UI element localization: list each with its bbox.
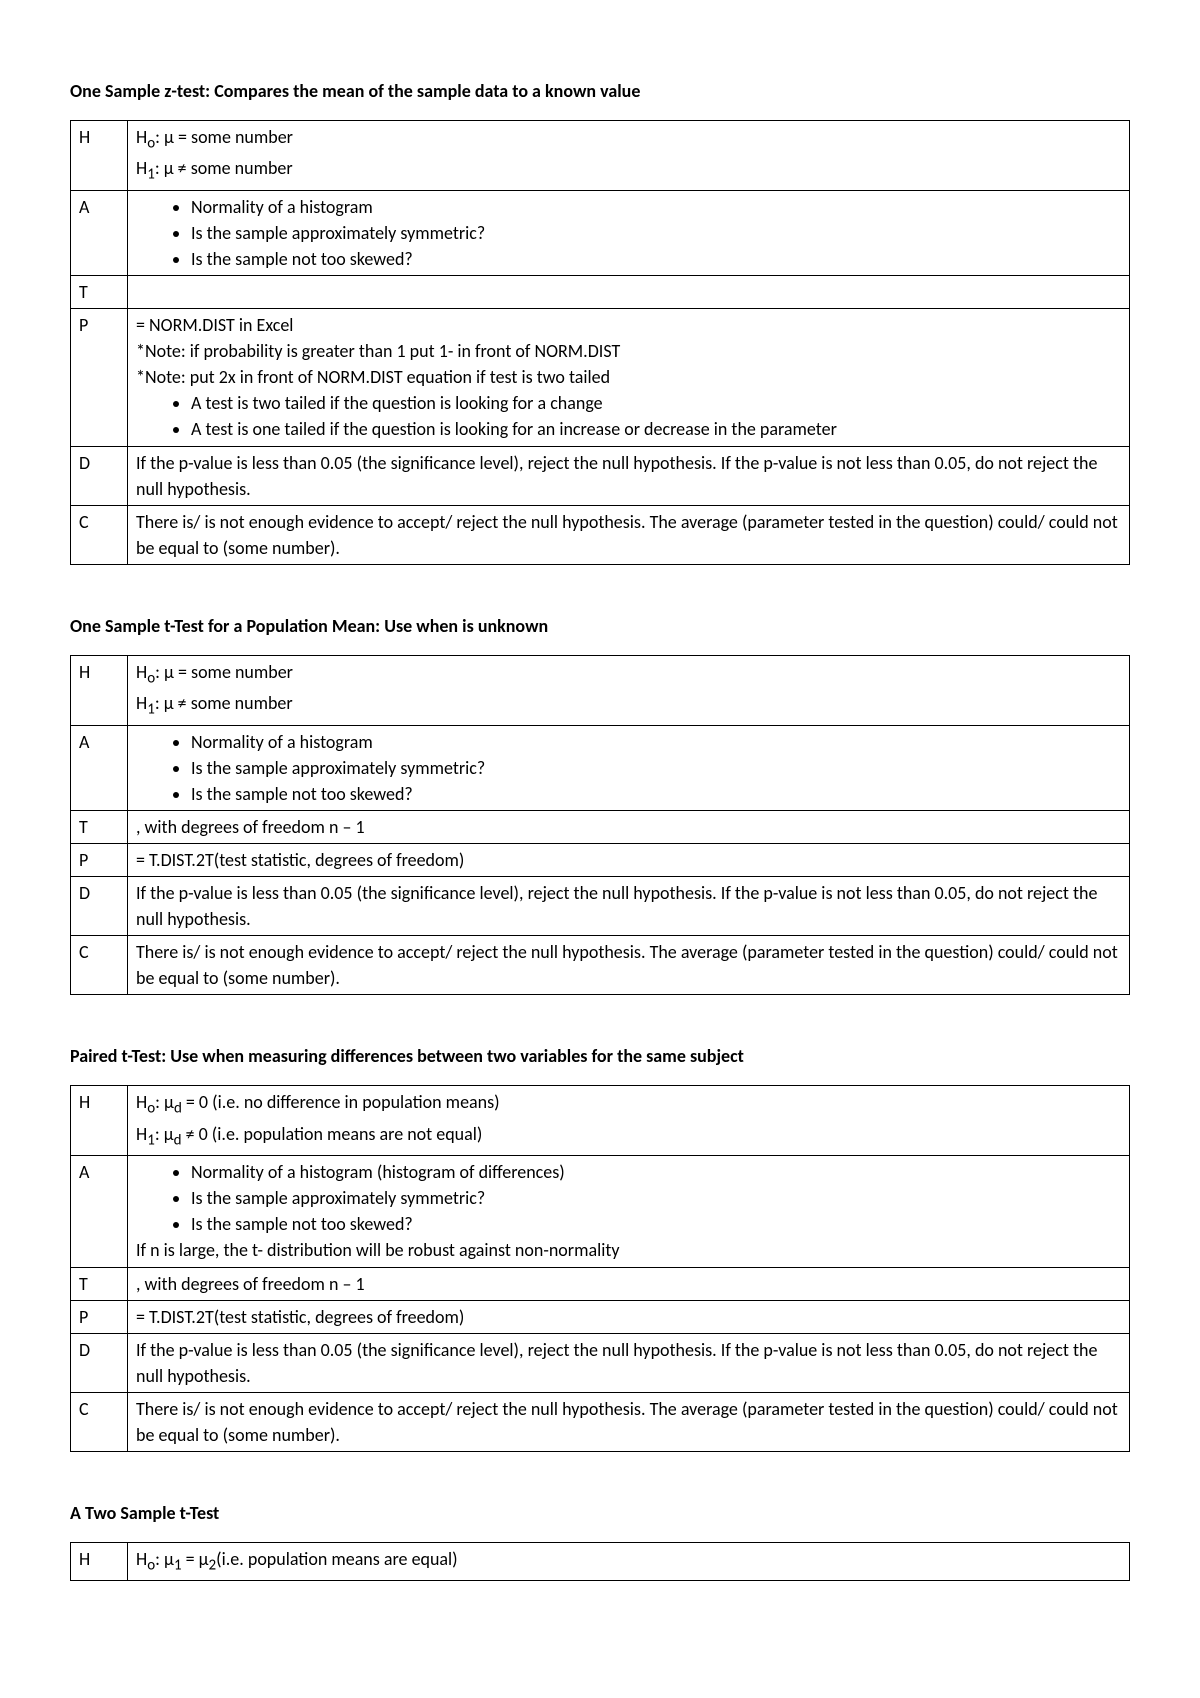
row-content: If the p-value is less than 0.05 (the si…	[128, 446, 1130, 505]
section-2: One Sample t-Test for a Population Mean:…	[70, 615, 1130, 996]
section-4-table: H Ho: μ1 = μ2(i.e. population means are …	[70, 1542, 1130, 1581]
row-label: P	[71, 843, 128, 876]
section-4-title: A Two Sample t-Test	[70, 1502, 1130, 1524]
table-row: P = T.DIST.2T(test statistic, degrees of…	[71, 843, 1130, 876]
table-row: D If the p-value is less than 0.05 (the …	[71, 1333, 1130, 1392]
row-label: D	[71, 877, 128, 936]
row-content: If the p-value is less than 0.05 (the si…	[128, 1333, 1130, 1392]
table-row: C There is/ is not enough evidence to ac…	[71, 505, 1130, 564]
row-label: C	[71, 936, 128, 995]
section-1-title: One Sample z-test: Compares the mean of …	[70, 80, 1130, 102]
row-content: Normality of a histogram (histogram of d…	[128, 1156, 1130, 1267]
row-label: T	[71, 275, 128, 308]
row-content: There is/ is not enough evidence to acce…	[128, 1392, 1130, 1451]
table-row: A Normality of a histogramIs the sample …	[71, 725, 1130, 810]
row-label: A	[71, 1156, 128, 1267]
row-label: H	[71, 1086, 128, 1156]
section-2-table: H Ho: μ = some numberH1: μ ≠ some number…	[70, 655, 1130, 996]
table-row: D If the p-value is less than 0.05 (the …	[71, 446, 1130, 505]
table-row: H Ho: μ = some numberH1: μ ≠ some number	[71, 121, 1130, 191]
table-row: C There is/ is not enough evidence to ac…	[71, 936, 1130, 995]
row-content: Normality of a histogramIs the sample ap…	[128, 725, 1130, 810]
section-3: Paired t-Test: Use when measuring differ…	[70, 1045, 1130, 1452]
table-row: H Ho: μ1 = μ2(i.e. population means are …	[71, 1543, 1130, 1581]
page: One Sample z-test: Compares the mean of …	[0, 0, 1200, 1621]
row-label: T	[71, 810, 128, 843]
row-content	[128, 275, 1130, 308]
row-label: A	[71, 190, 128, 275]
table-row: A Normality of a histogramIs the sample …	[71, 190, 1130, 275]
row-label: H	[71, 1543, 128, 1581]
section-3-table: H Ho: μd = 0 (i.e. no difference in popu…	[70, 1085, 1130, 1452]
row-label: D	[71, 1333, 128, 1392]
row-label: H	[71, 655, 128, 725]
table-row: T	[71, 275, 1130, 308]
row-content: , with degrees of freedom n – 1	[128, 1267, 1130, 1300]
table-row: P = T.DIST.2T(test statistic, degrees of…	[71, 1300, 1130, 1333]
table-row: C There is/ is not enough evidence to ac…	[71, 1392, 1130, 1451]
table-row: T , with degrees of freedom n – 1	[71, 1267, 1130, 1300]
section-1-table: H Ho: μ = some numberH1: μ ≠ some number…	[70, 120, 1130, 565]
table-row: T , with degrees of freedom n – 1	[71, 810, 1130, 843]
row-label: C	[71, 505, 128, 564]
row-content: There is/ is not enough evidence to acce…	[128, 936, 1130, 995]
row-content: Ho: μ1 = μ2(i.e. population means are eq…	[128, 1543, 1130, 1581]
row-content: Ho: μ = some numberH1: μ ≠ some number	[128, 655, 1130, 725]
section-1: One Sample z-test: Compares the mean of …	[70, 80, 1130, 565]
row-content: , with degrees of freedom n – 1	[128, 810, 1130, 843]
table-row: H Ho: μ = some numberH1: μ ≠ some number	[71, 655, 1130, 725]
row-content: If the p-value is less than 0.05 (the si…	[128, 877, 1130, 936]
row-label: P	[71, 309, 128, 446]
section-2-title: One Sample t-Test for a Population Mean:…	[70, 615, 1130, 637]
section-4: A Two Sample t-Test H Ho: μ1 = μ2(i.e. p…	[70, 1502, 1130, 1581]
table-row: H Ho: μd = 0 (i.e. no difference in popu…	[71, 1086, 1130, 1156]
row-content: Ho: μ = some numberH1: μ ≠ some number	[128, 121, 1130, 191]
row-label: C	[71, 1392, 128, 1451]
table-row: A Normality of a histogram (histogram of…	[71, 1156, 1130, 1267]
row-label: T	[71, 1267, 128, 1300]
row-content: Ho: μd = 0 (i.e. no difference in popula…	[128, 1086, 1130, 1156]
section-3-title: Paired t-Test: Use when measuring differ…	[70, 1045, 1130, 1067]
row-content: = T.DIST.2T(test statistic, degrees of f…	[128, 843, 1130, 876]
row-label: H	[71, 121, 128, 191]
row-label: A	[71, 725, 128, 810]
row-label: P	[71, 1300, 128, 1333]
row-content: = NORM.DIST in Excel*Note: if probabilit…	[128, 309, 1130, 446]
table-row: D If the p-value is less than 0.05 (the …	[71, 877, 1130, 936]
table-row: P = NORM.DIST in Excel*Note: if probabil…	[71, 309, 1130, 446]
row-content: Normality of a histogramIs the sample ap…	[128, 190, 1130, 275]
row-content: = T.DIST.2T(test statistic, degrees of f…	[128, 1300, 1130, 1333]
row-label: D	[71, 446, 128, 505]
row-content: There is/ is not enough evidence to acce…	[128, 505, 1130, 564]
